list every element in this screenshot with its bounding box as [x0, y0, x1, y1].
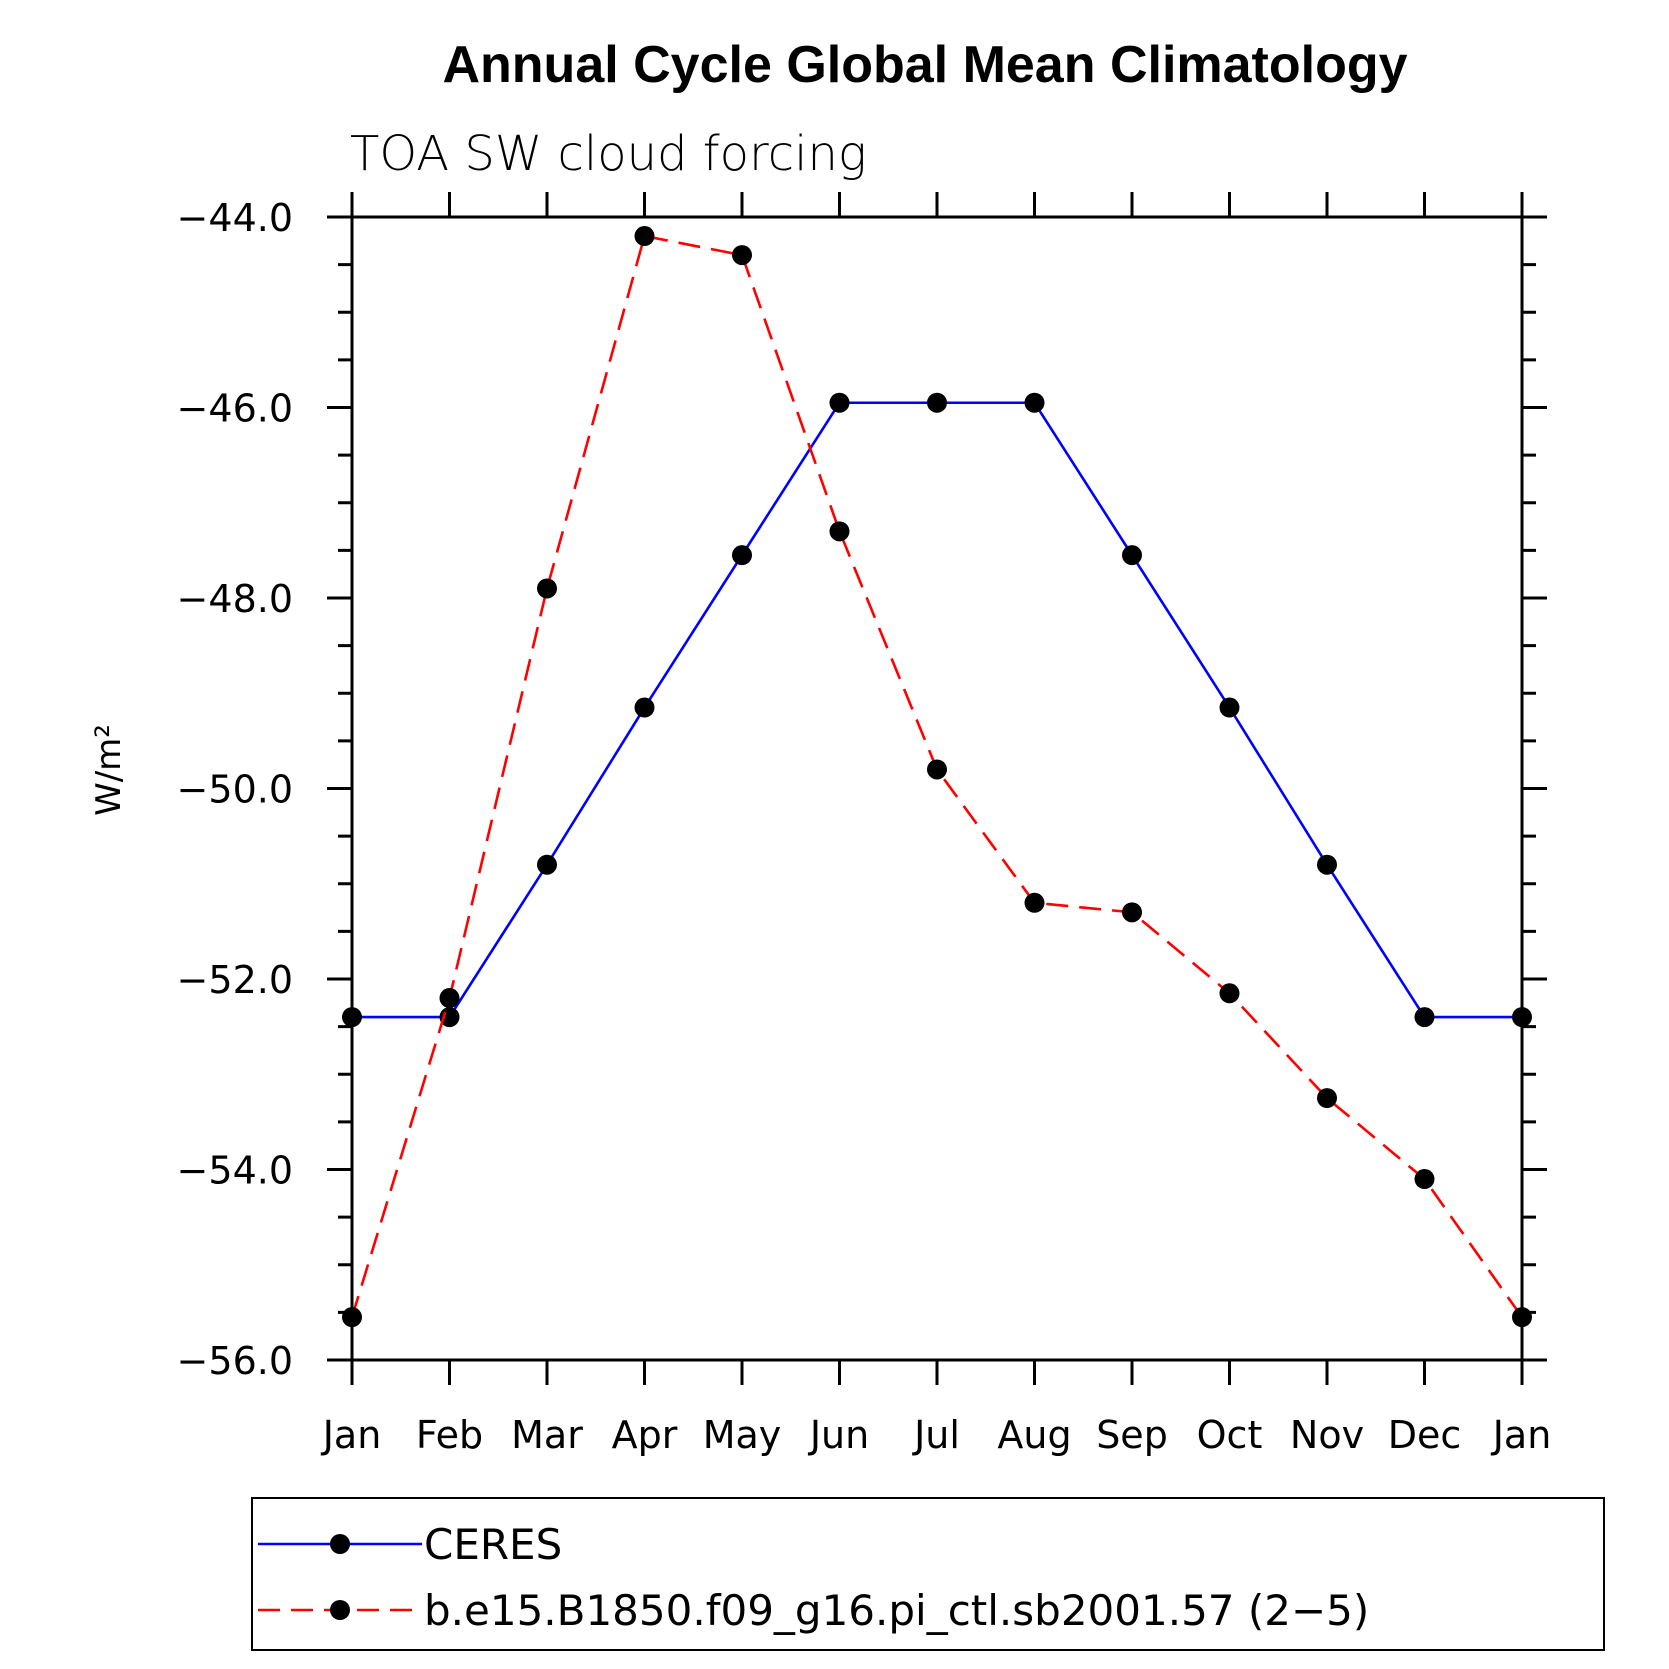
data-point — [537, 578, 557, 599]
x-tick-label: Jul — [912, 1413, 960, 1457]
data-point — [1219, 697, 1240, 718]
plot-frame — [350, 215, 1524, 1362]
y-axis-label: W/m² — [89, 724, 129, 816]
x-tick-label: Nov — [1290, 1413, 1364, 1457]
legend-marker — [330, 1600, 350, 1620]
series-layer — [342, 226, 1532, 1328]
data-point — [829, 521, 850, 542]
legend: CERES b.e15.B1850.f09_g16.pi_ctl.sb2001.5… — [251, 1497, 1605, 1651]
x-tick-label: Jan — [1491, 1413, 1552, 1457]
data-point — [1317, 854, 1337, 875]
x-tick-label: Feb — [416, 1413, 483, 1457]
x-tick-label: Mar — [511, 1413, 583, 1457]
legend-entry-1: CERES — [258, 1520, 562, 1569]
x-tick-label: Oct — [1197, 1413, 1263, 1457]
data-point — [1122, 902, 1142, 923]
x-tick-label: Dec — [1388, 1413, 1462, 1457]
y-tick-label: −56.0 — [177, 1339, 293, 1383]
y-tick-label: −44.0 — [177, 196, 293, 240]
data-point — [732, 245, 752, 266]
x-tick-label: Jun — [808, 1413, 869, 1457]
data-point — [342, 1307, 362, 1328]
y-tick-label: −50.0 — [177, 768, 293, 812]
x-tick-label: Jan — [321, 1413, 382, 1457]
data-point — [537, 854, 557, 875]
data-point — [732, 545, 752, 566]
data-point — [1414, 1169, 1435, 1190]
y-tick-label: −54.0 — [177, 1149, 293, 1193]
data-point — [1122, 545, 1142, 566]
data-point — [927, 759, 947, 780]
data-point — [634, 226, 655, 247]
data-point — [342, 1007, 362, 1028]
legend-marker — [330, 1534, 350, 1554]
axis-ticks: Jan Feb Mar Apr May Jun Jul Aug Sep Oct Nov Dec Jan−… — [177, 192, 1552, 1457]
chart-subtitle: TOA SW cloud forcing — [350, 126, 867, 182]
series-2 — [342, 226, 1532, 1328]
x-tick-label: Aug — [997, 1413, 1071, 1457]
x-tick-label: Apr — [612, 1413, 678, 1457]
series-line — [352, 401, 1522, 1019]
data-point — [1024, 892, 1045, 913]
y-tick-label: −46.0 — [177, 387, 293, 431]
legend-label: b.e15.B1850.f09_g16.pi_ctl.sb2001.57 (2−… — [424, 1586, 1369, 1635]
legend-entry-2: b.e15.B1850.f09_g16.pi_ctl.sb2001.57 (2−… — [258, 1586, 1369, 1635]
data-point — [1512, 1307, 1532, 1328]
data-point — [1024, 392, 1045, 413]
data-point — [1512, 1007, 1532, 1028]
data-point — [927, 392, 947, 413]
chart-title: Annual Cycle Global Mean Climatology — [442, 36, 1407, 94]
legend-box — [251, 1497, 1605, 1651]
series-1 — [342, 392, 1532, 1028]
plot-border — [350, 215, 1524, 1362]
data-point — [1414, 1007, 1435, 1028]
x-tick-label: Sep — [1096, 1413, 1168, 1457]
data-point — [829, 392, 850, 413]
tick-marks — [327, 192, 1547, 1385]
data-point — [634, 697, 655, 718]
data-point — [1317, 1088, 1337, 1109]
y-tick-label: −52.0 — [177, 958, 293, 1002]
data-point — [439, 988, 460, 1009]
y-tick-label: −48.0 — [177, 577, 293, 621]
legend-label: CERES — [424, 1520, 562, 1569]
x-tick-label: May — [703, 1413, 782, 1457]
data-point — [1219, 983, 1240, 1004]
